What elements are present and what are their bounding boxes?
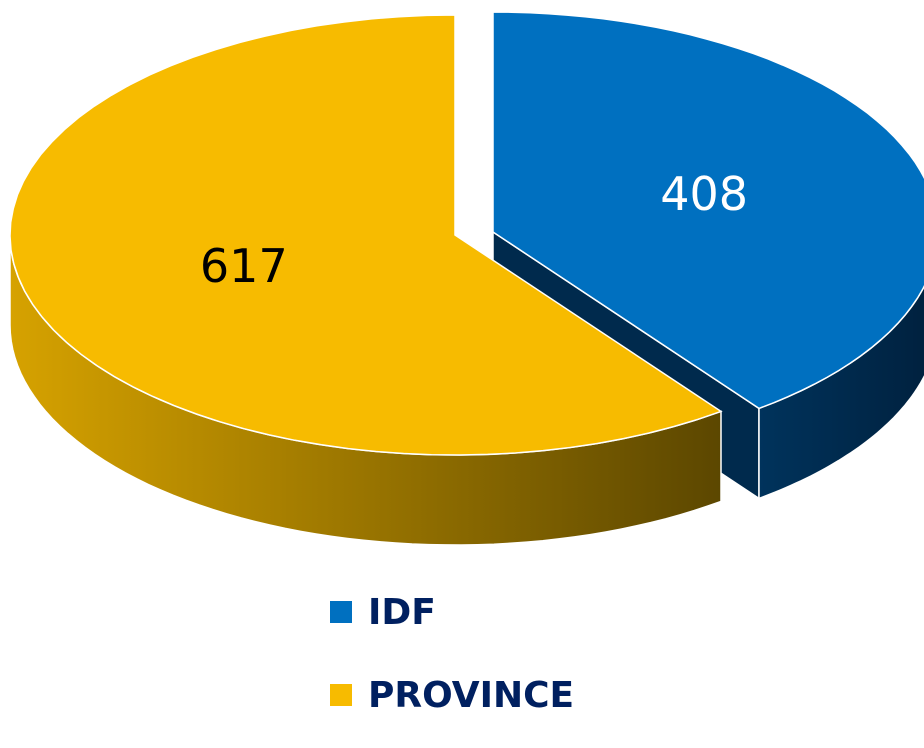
data-label: 408 [660,167,748,221]
legend-label: IDF [368,592,436,633]
legend: IDF PROVINCE [330,592,574,716]
legend-label: PROVINCE [368,675,574,716]
legend-swatch [330,684,352,706]
slice [9,14,723,456]
slice [492,11,924,410]
data-label: 617 [200,239,288,293]
pie: 408 617 [9,11,924,546]
legend-swatch [330,601,352,623]
